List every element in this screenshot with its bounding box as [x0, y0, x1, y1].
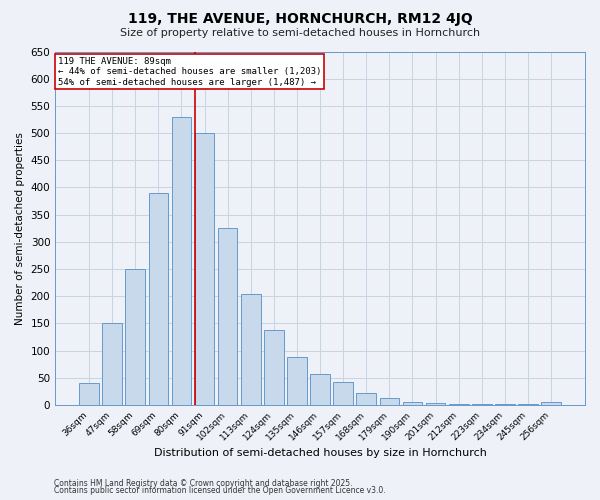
Bar	[241, 294, 260, 405]
Bar	[518, 404, 538, 405]
Bar	[356, 393, 376, 405]
Bar	[287, 357, 307, 405]
Bar	[149, 193, 168, 405]
Bar	[125, 269, 145, 405]
Text: Contains public sector information licensed under the Open Government Licence v3: Contains public sector information licen…	[54, 486, 386, 495]
Bar	[172, 117, 191, 405]
Y-axis label: Number of semi-detached properties: Number of semi-detached properties	[15, 132, 25, 324]
Bar	[195, 133, 214, 405]
Bar	[334, 382, 353, 405]
Bar	[541, 402, 561, 405]
Bar	[310, 374, 330, 405]
Bar	[103, 324, 122, 405]
Bar	[495, 404, 515, 405]
Bar	[264, 330, 284, 405]
Text: Size of property relative to semi-detached houses in Hornchurch: Size of property relative to semi-detach…	[120, 28, 480, 38]
Bar	[380, 398, 399, 405]
Bar	[403, 402, 422, 405]
Bar	[79, 383, 99, 405]
Text: Contains HM Land Registry data © Crown copyright and database right 2025.: Contains HM Land Registry data © Crown c…	[54, 478, 353, 488]
Text: 119, THE AVENUE, HORNCHURCH, RM12 4JQ: 119, THE AVENUE, HORNCHURCH, RM12 4JQ	[128, 12, 472, 26]
Text: 119 THE AVENUE: 89sqm
← 44% of semi-detached houses are smaller (1,203)
54% of s: 119 THE AVENUE: 89sqm ← 44% of semi-deta…	[58, 57, 321, 86]
Bar	[426, 404, 445, 405]
Bar	[472, 404, 491, 405]
Bar	[218, 228, 238, 405]
Bar	[449, 404, 469, 405]
X-axis label: Distribution of semi-detached houses by size in Hornchurch: Distribution of semi-detached houses by …	[154, 448, 487, 458]
